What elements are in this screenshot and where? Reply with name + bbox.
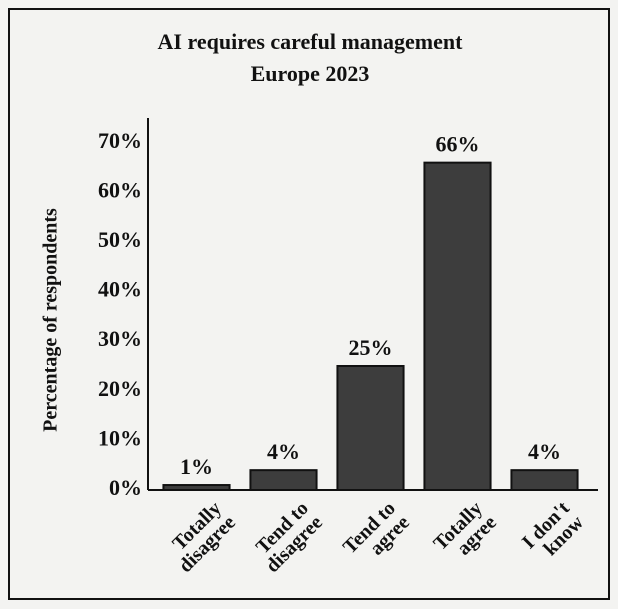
bar: [510, 469, 579, 492]
y-axis-label: Percentage of respondents: [40, 208, 62, 432]
chart-title: AI requires careful management: [158, 29, 464, 54]
y-tick-label: 20%: [98, 376, 142, 401]
y-tick-label: 60%: [98, 177, 142, 202]
value-label: 1%: [180, 454, 213, 479]
y-tick-label: 40%: [98, 277, 142, 302]
value-label: 4%: [528, 439, 561, 464]
frame: [8, 8, 610, 600]
chart-subtitle: Europe 2023: [251, 61, 370, 86]
y-tick-label: 30%: [98, 326, 142, 351]
y-tick-label: 70%: [98, 128, 142, 153]
y-tick-label: 50%: [98, 227, 142, 252]
y-tick-label: 10%: [98, 425, 142, 450]
value-label: 25%: [349, 335, 393, 360]
bar: [423, 161, 492, 491]
bar: [336, 365, 405, 491]
y-tick-label: 0%: [109, 475, 142, 500]
value-label: 66%: [436, 132, 480, 157]
bar: [162, 484, 231, 492]
value-label: 4%: [267, 439, 300, 464]
bar: [249, 469, 318, 492]
